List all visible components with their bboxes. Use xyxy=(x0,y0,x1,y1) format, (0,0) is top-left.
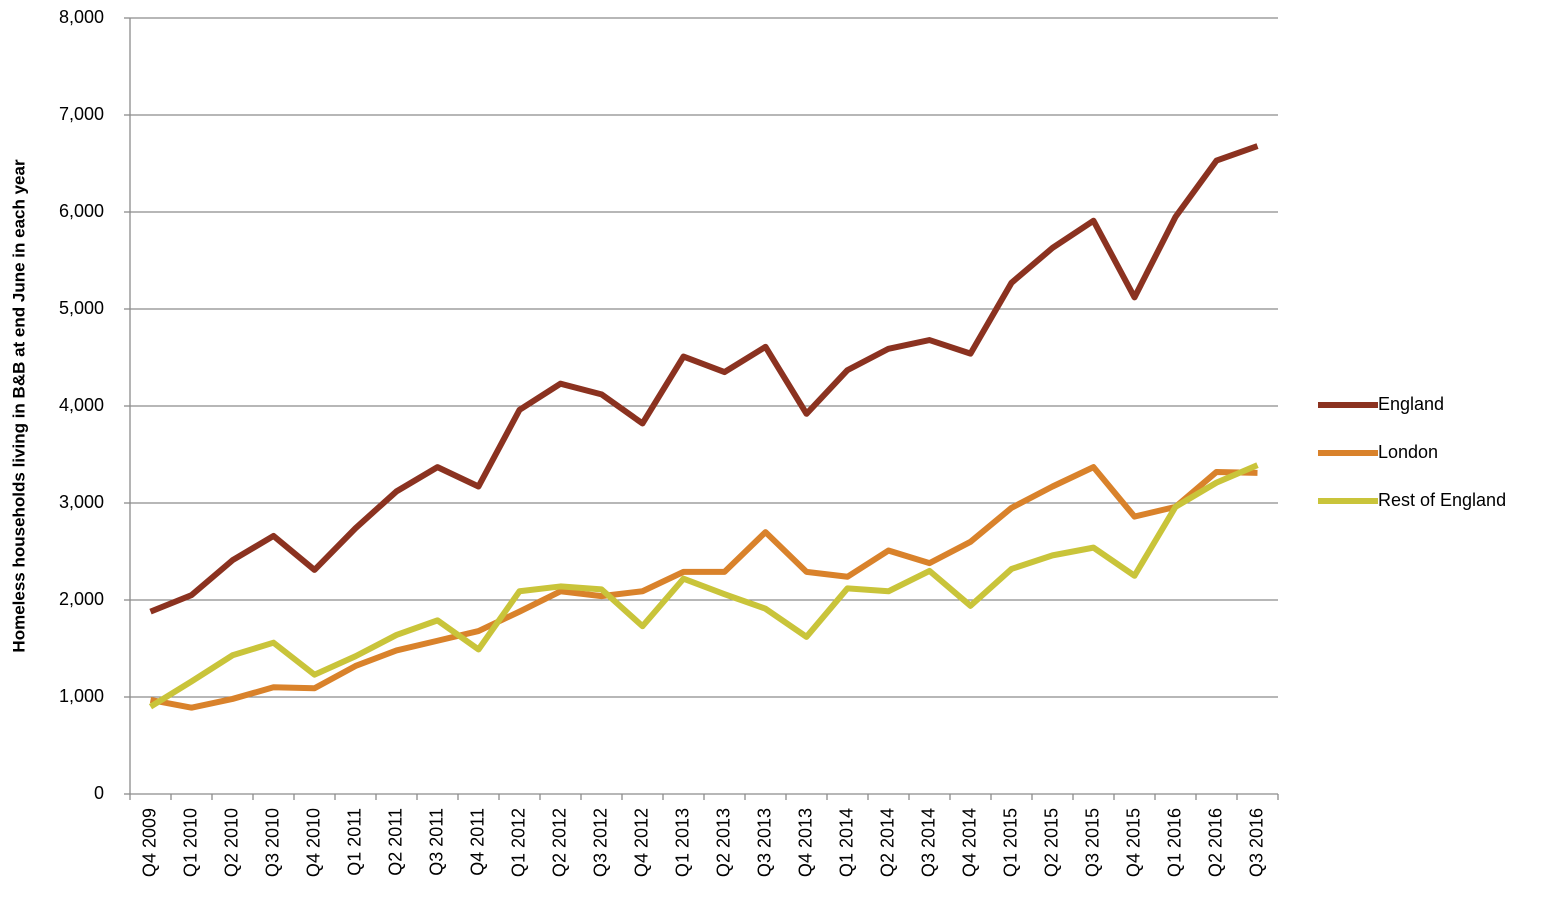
x-tick-label: Q4 2015 xyxy=(1123,808,1143,877)
y-tick-label: 7,000 xyxy=(59,104,104,124)
y-axis-label: Homeless households living in B&B at end… xyxy=(9,159,28,653)
y-tick-label: 8,000 xyxy=(59,7,104,27)
x-tick-label: Q3 2012 xyxy=(590,808,610,877)
y-tick-label: 4,000 xyxy=(59,395,104,415)
legend-label: London xyxy=(1378,442,1438,462)
x-tick-label: Q1 2015 xyxy=(1000,808,1020,877)
series-line xyxy=(149,143,1259,615)
x-tick-label: Q4 2009 xyxy=(139,808,159,877)
x-tick-label: Q2 2014 xyxy=(877,808,897,877)
x-tick-label: Q4 2013 xyxy=(795,808,815,877)
x-tick-label: Q4 2011 xyxy=(467,808,487,876)
x-tick-label: Q1 2010 xyxy=(180,808,200,877)
x-tick-label: Q2 2016 xyxy=(1205,808,1225,877)
y-tick-label: 6,000 xyxy=(59,201,104,221)
legend-label: England xyxy=(1378,394,1444,414)
x-tick-label: Q4 2010 xyxy=(303,808,323,877)
x-tick-label: Q1 2014 xyxy=(836,808,856,877)
x-tick-label: Q3 2016 xyxy=(1246,808,1266,877)
x-tick-label: Q3 2011 xyxy=(426,808,446,876)
x-tick-label: Q2 2011 xyxy=(385,808,405,876)
x-tick-label: Q3 2013 xyxy=(754,808,774,877)
x-tick-label: Q1 2012 xyxy=(508,808,528,877)
x-tick-label: Q2 2010 xyxy=(221,808,241,877)
y-tick-label: 0 xyxy=(94,783,104,803)
x-tick-label: Q2 2012 xyxy=(549,808,569,877)
x-tick-label: Q1 2013 xyxy=(672,808,692,877)
y-tick-label: 5,000 xyxy=(59,298,104,318)
x-tick-label: Q3 2010 xyxy=(262,808,282,877)
x-tick-label: Q3 2015 xyxy=(1082,808,1102,877)
legend-label: Rest of England xyxy=(1378,490,1506,510)
series-line xyxy=(148,462,1259,710)
x-tick-label: Q2 2013 xyxy=(713,808,733,877)
y-tick-label: 2,000 xyxy=(59,589,104,609)
series-line xyxy=(149,464,1258,711)
y-tick-label: 3,000 xyxy=(59,492,104,512)
x-tick-label: Q4 2012 xyxy=(631,808,651,877)
x-tick-label: Q3 2014 xyxy=(918,808,938,877)
x-tick-label: Q2 2015 xyxy=(1041,808,1061,877)
x-tick-label: Q4 2014 xyxy=(959,808,979,877)
x-tick-label: Q1 2011 xyxy=(344,808,364,876)
x-tick-label: Q1 2016 xyxy=(1164,808,1184,877)
y-tick-label: 1,000 xyxy=(59,686,104,706)
